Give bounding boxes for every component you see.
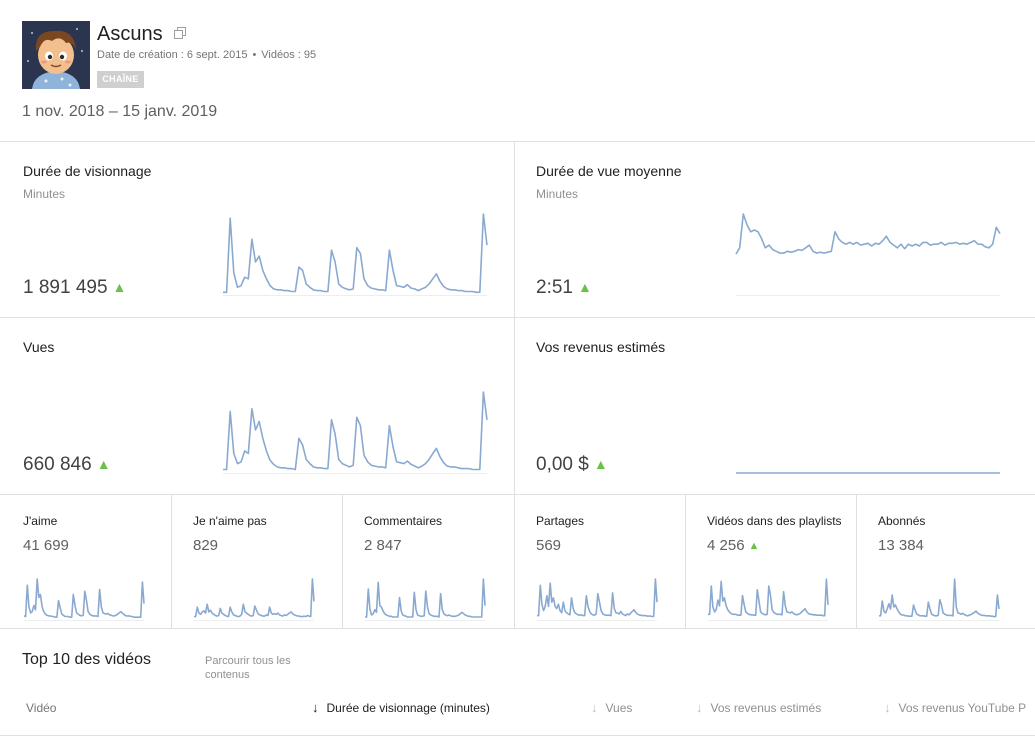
trend-up-icon: ▲ bbox=[96, 456, 111, 472]
video-count: Vidéos : 95 bbox=[261, 49, 317, 61]
sort-down-arrow-icon: ↓ bbox=[696, 700, 703, 715]
small-card-value: 829 bbox=[193, 537, 222, 555]
meta-separator: • bbox=[252, 49, 257, 61]
column-header-video[interactable]: Vidéo bbox=[26, 701, 57, 715]
small-card-value: 13 384 bbox=[878, 537, 928, 555]
channel-badge: CHAÎNE bbox=[97, 71, 144, 88]
small-card-title: Je n'aime pas bbox=[193, 514, 267, 528]
shares-card[interactable]: Partages 569 bbox=[515, 495, 686, 629]
playlists-card[interactable]: Vidéos dans des playlists 4 256 ▲ bbox=[686, 495, 857, 629]
dislikes-sparkline bbox=[194, 578, 315, 621]
likes-sparkline bbox=[23, 578, 145, 621]
column-header-yt-revenue[interactable]: ↓ Vos revenus YouTube P bbox=[884, 700, 1027, 716]
card-title: Durée de visionnage bbox=[23, 163, 152, 179]
column-label: Vos revenus YouTube P bbox=[898, 701, 1027, 715]
avg-view-card[interactable]: Durée de vue moyenne Minutes 2:51 ▲ bbox=[515, 142, 1035, 318]
small-card-value: 2 847 bbox=[364, 537, 406, 555]
column-header-views[interactable]: ↓ Vues bbox=[591, 700, 633, 716]
trend-up-icon: ▲ bbox=[577, 279, 592, 295]
column-header-revenue[interactable]: ↓ Vos revenus estimés bbox=[696, 700, 822, 716]
sparkline-series bbox=[23, 578, 145, 619]
sparkline-series bbox=[879, 578, 1000, 618]
sparkline-series bbox=[223, 391, 488, 471]
card-value: 2:51 ▲ bbox=[536, 276, 592, 299]
small-card-title: Vidéos dans des playlists bbox=[707, 514, 842, 528]
small-card-value: 4 256 ▲ bbox=[707, 537, 759, 555]
top10-section: Top 10 des vidéos Parcourir tous les con… bbox=[0, 629, 1035, 738]
avg-view-value: 2:51 bbox=[536, 277, 573, 298]
channel-header: Ascuns Date de création : 6 sept. 2015 • V… bbox=[0, 0, 1035, 142]
sort-down-arrow-icon: ↓ bbox=[884, 700, 891, 715]
comments-value: 2 847 bbox=[364, 537, 402, 554]
views-sparkline bbox=[223, 391, 488, 474]
revenue-value: 0,00 $ bbox=[536, 454, 589, 475]
top10-title: Top 10 des vidéos bbox=[22, 651, 151, 668]
revenue-sparkline bbox=[736, 472, 1000, 474]
subscribers-sparkline bbox=[879, 578, 1000, 621]
card-value: 1 891 495 ▲ bbox=[23, 276, 126, 299]
external-link-icon[interactable] bbox=[174, 27, 186, 39]
revenue-card[interactable]: Vos revenus estimés 0,00 $ ▲ bbox=[515, 318, 1035, 495]
small-card-value: 41 699 bbox=[23, 537, 73, 555]
column-header-watch-time[interactable]: ↓ Durée de visionnage (minutes) bbox=[312, 700, 490, 716]
card-unit: Minutes bbox=[23, 187, 66, 201]
likes-card[interactable]: J'aime 41 699 bbox=[0, 495, 172, 629]
comments-card[interactable]: Commentaires 2 847 bbox=[343, 495, 515, 629]
sort-down-arrow-icon: ↓ bbox=[591, 700, 598, 715]
shares-value: 569 bbox=[536, 537, 562, 554]
column-label: Vos revenus estimés bbox=[710, 701, 822, 715]
dislikes-value: 829 bbox=[193, 537, 219, 554]
column-label: Durée de visionnage (minutes) bbox=[326, 701, 490, 715]
sparkline-series bbox=[223, 213, 488, 294]
sparkline-series bbox=[537, 578, 658, 618]
card-title: Vues bbox=[23, 339, 55, 355]
card-title: Vos revenus estimés bbox=[536, 339, 666, 355]
watch-time-value: 1 891 495 bbox=[23, 277, 108, 298]
channel-name[interactable]: Ascuns bbox=[97, 23, 163, 45]
channel-meta: Date de création : 6 sept. 2015 • Vidéos :… bbox=[97, 48, 316, 62]
divider bbox=[0, 735, 1035, 736]
playlists-value: 4 256 bbox=[707, 537, 745, 554]
sort-down-arrow-icon: ↓ bbox=[312, 700, 319, 715]
small-card-value: 569 bbox=[536, 537, 565, 555]
subscribers-card[interactable]: Abonnés 13 384 bbox=[857, 495, 1035, 629]
small-card-title: Commentaires bbox=[364, 514, 443, 528]
card-value: 0,00 $ ▲ bbox=[536, 453, 608, 476]
creation-date: Date de création : 6 sept. 2015 bbox=[97, 49, 248, 61]
playlists-sparkline bbox=[708, 578, 829, 621]
small-card-title: Partages bbox=[536, 514, 585, 528]
watch-time-sparkline bbox=[223, 213, 488, 296]
sparkline-series bbox=[365, 578, 486, 618]
shares-sparkline bbox=[537, 578, 658, 621]
sparkline-series bbox=[708, 578, 829, 617]
channel-avatar[interactable] bbox=[22, 21, 90, 89]
trend-up-icon: ▲ bbox=[593, 456, 608, 472]
subscribers-value: 13 384 bbox=[878, 537, 924, 554]
column-label: Vues bbox=[605, 701, 633, 715]
browse-all-link[interactable]: Parcourir tous les contenus bbox=[205, 655, 291, 681]
date-range: 1 nov. 2018 – 15 janv. 2019 bbox=[22, 103, 218, 120]
card-value: 660 846 ▲ bbox=[23, 453, 111, 476]
watch-time-card[interactable]: Durée de visionnage Minutes 1 891 495 ▲ bbox=[0, 142, 515, 318]
trend-up-icon: ▲ bbox=[748, 540, 760, 552]
comments-sparkline bbox=[365, 578, 486, 621]
views-value: 660 846 bbox=[23, 454, 92, 475]
sparkline-series bbox=[194, 578, 315, 618]
small-card-title: Abonnés bbox=[878, 514, 926, 528]
avg-view-sparkline bbox=[735, 213, 1001, 296]
dislikes-card[interactable]: Je n'aime pas 829 bbox=[172, 495, 343, 629]
card-title: Durée de vue moyenne bbox=[536, 163, 682, 179]
sparkline-series bbox=[735, 213, 1001, 255]
likes-value: 41 699 bbox=[23, 537, 69, 554]
small-card-title: J'aime bbox=[23, 514, 58, 528]
trend-up-icon: ▲ bbox=[112, 279, 127, 295]
views-card[interactable]: Vues 660 846 ▲ bbox=[0, 318, 515, 495]
card-unit: Minutes bbox=[536, 187, 579, 201]
